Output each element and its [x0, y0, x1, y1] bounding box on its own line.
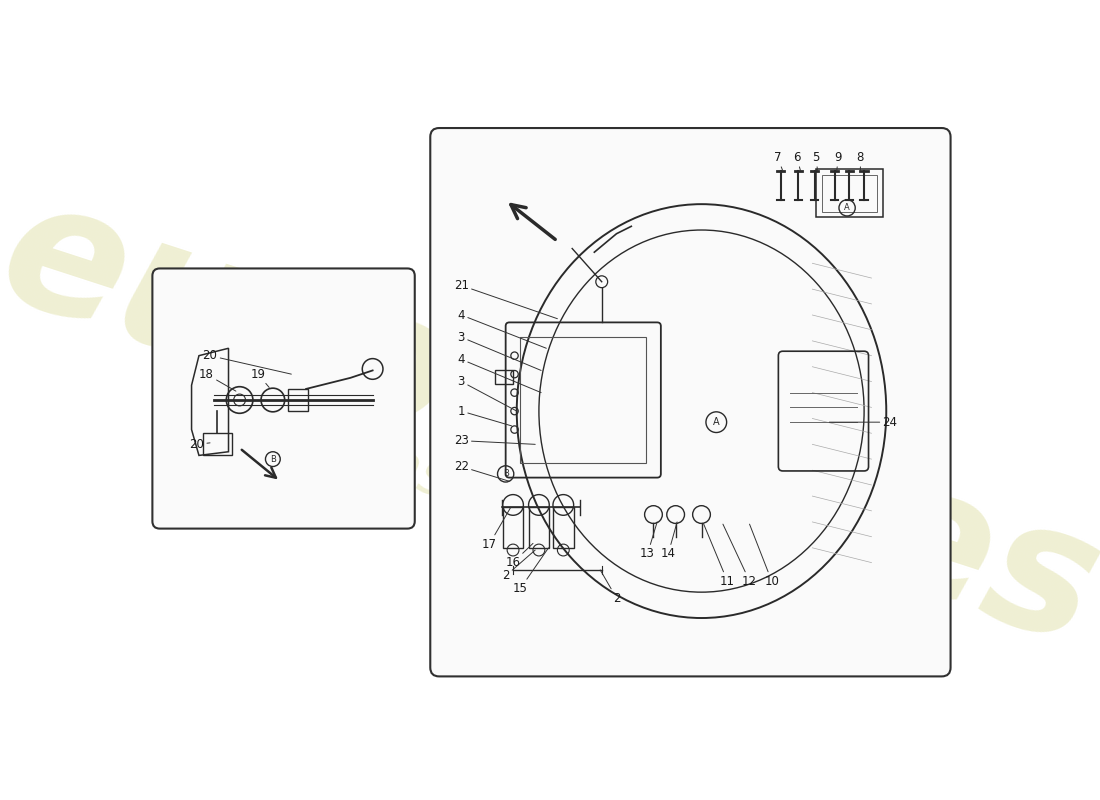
- Text: 14: 14: [661, 522, 678, 560]
- Bar: [520, 337, 646, 463]
- Text: 2: 2: [502, 550, 536, 582]
- Text: 13: 13: [640, 522, 657, 560]
- Text: 5: 5: [813, 151, 820, 171]
- Text: eurospares: eurospares: [0, 162, 1100, 682]
- Text: A: A: [844, 203, 850, 212]
- Bar: [495, 370, 513, 384]
- Text: 2: 2: [601, 570, 620, 605]
- Text: 1: 1: [458, 405, 512, 426]
- Text: a passion for parts: a passion for parts: [290, 407, 825, 630]
- FancyBboxPatch shape: [430, 128, 950, 677]
- Text: 17: 17: [482, 507, 510, 550]
- Text: 21: 21: [454, 279, 558, 318]
- Bar: [287, 389, 308, 411]
- Text: 23: 23: [454, 434, 536, 447]
- Text: 4: 4: [458, 353, 541, 393]
- Text: 12: 12: [723, 524, 757, 587]
- Text: 8: 8: [857, 151, 865, 171]
- Text: 22: 22: [454, 460, 509, 482]
- Text: 19: 19: [251, 368, 270, 387]
- Text: 16: 16: [506, 543, 534, 569]
- Text: B: B: [503, 470, 508, 478]
- Text: 9: 9: [835, 151, 842, 171]
- Text: 4: 4: [458, 309, 547, 348]
- Bar: [553, 507, 573, 548]
- Text: 7: 7: [774, 151, 783, 171]
- FancyBboxPatch shape: [153, 269, 415, 529]
- Bar: [816, 170, 882, 218]
- Text: 10: 10: [749, 524, 779, 587]
- Text: 6: 6: [793, 151, 801, 171]
- Text: 20: 20: [189, 438, 210, 451]
- Bar: [822, 175, 877, 212]
- Text: 18: 18: [199, 368, 235, 391]
- Text: 15: 15: [513, 548, 549, 595]
- Text: A: A: [713, 417, 719, 427]
- Text: 11: 11: [704, 524, 735, 587]
- Text: 3: 3: [458, 330, 541, 370]
- Text: 20: 20: [202, 349, 292, 374]
- Bar: [503, 507, 524, 548]
- Text: B: B: [270, 454, 276, 464]
- Text: 3: 3: [458, 375, 517, 411]
- Bar: [529, 507, 549, 548]
- Text: 24: 24: [829, 416, 898, 429]
